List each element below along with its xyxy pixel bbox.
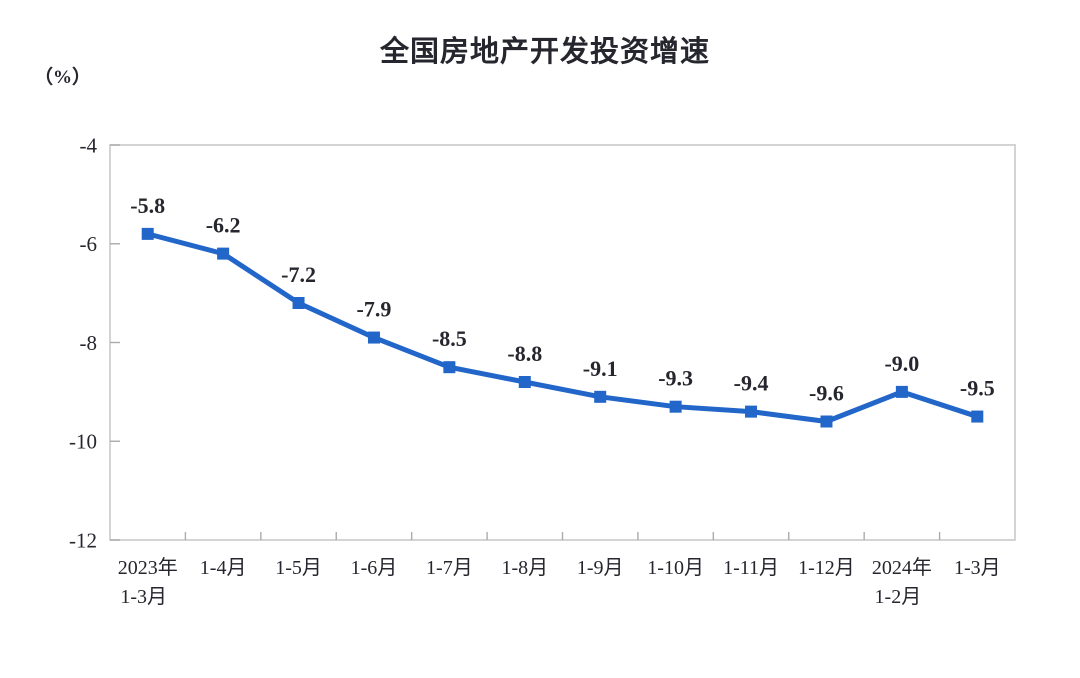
data-point-marker [518,376,531,388]
data-point-label: -5.8 [130,193,165,218]
x-axis-label-line2: 1-3月 [120,586,167,608]
data-point-label: -9.4 [734,371,769,396]
data-point-marker [745,405,758,418]
data-point-label: -9.0 [884,351,919,376]
data-point-marker [141,227,154,240]
data-point-marker [367,331,380,344]
x-axis-label: 1-12月 [798,557,855,579]
data-line [145,231,980,424]
data-point-label: -9.6 [809,381,844,406]
data-point-label: -9.1 [583,356,618,381]
data-point-marker [217,247,230,260]
data-point-label: -8.8 [507,341,542,366]
data-point-marker [971,410,984,423]
data-point-marker [443,361,456,374]
data-point-marker [895,385,908,398]
x-axis-label: 1-10月 [647,557,704,579]
y-tick-label: -4 [80,133,98,157]
data-point-marker [820,415,833,428]
y-axis-unit-label: （%） [34,67,92,88]
y-tick-label: -6 [80,232,98,256]
data-point-label: -8.5 [432,326,467,351]
y-tick-label: -12 [69,528,97,552]
x-axis-label: 1-7月 [426,557,473,579]
data-point-label: -6.2 [206,213,241,238]
x-axis-label: 1-6月 [351,557,398,579]
chart-title: 全国房地产开发投资增速 [379,36,710,68]
y-tick-label: -8 [80,331,98,355]
data-point-label: -9.5 [960,376,995,401]
data-point-label: -7.9 [357,297,392,322]
data-point-marker [594,390,607,403]
x-axis-label: 1-4月 [200,557,247,579]
plot-border [109,144,1016,541]
data-point-marker [669,400,682,413]
x-axis-label: 1-9月 [577,557,624,579]
x-axis-label-line2: 1-2月 [875,586,922,608]
x-axis-label: 1-8月 [501,557,548,579]
x-axis-label: 1-5月 [275,557,322,579]
x-axis-label: 2024年 [872,556,932,579]
x-axis-label: 1-11月 [723,557,779,579]
x-axis-label: 1-3月 [954,557,1001,579]
data-point-label: -9.3 [658,366,693,391]
data-point-marker [292,297,305,309]
x-axis-label: 2023年 [118,556,178,579]
y-tick-label: -10 [69,430,97,454]
data-point-label: -7.2 [281,262,316,287]
